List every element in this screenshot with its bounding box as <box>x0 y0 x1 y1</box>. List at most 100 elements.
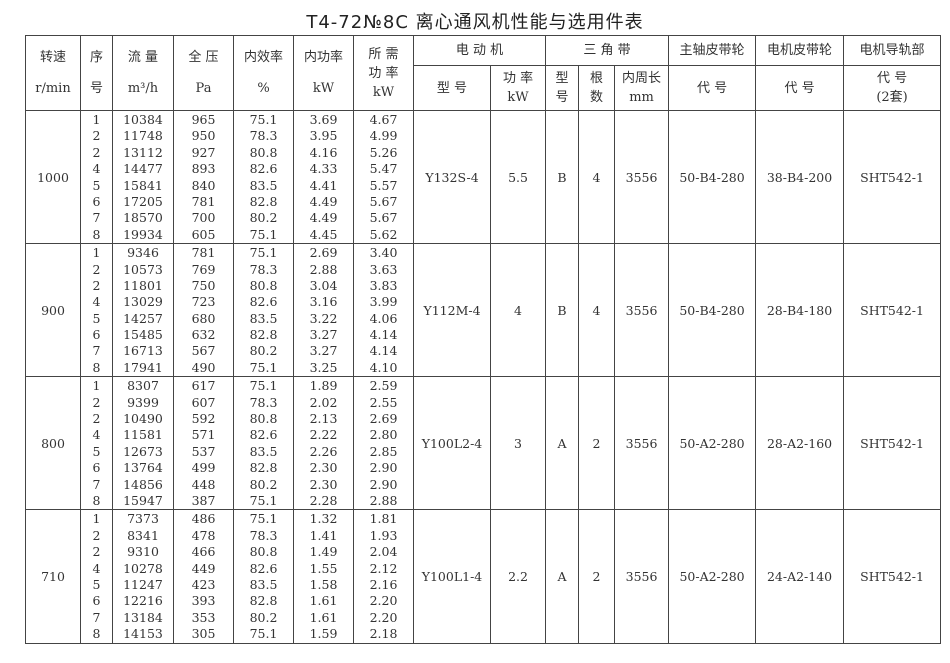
seq-value: 2 <box>92 394 101 410</box>
power-value: 4.41 <box>309 177 338 193</box>
motor-model-cell: Y100L2-4 <box>413 376 491 511</box>
pressure-value: 680 <box>191 310 216 326</box>
req-power-value: 2.59 <box>369 378 398 394</box>
power-value: 1.32 <box>309 511 338 527</box>
seq-value: 7 <box>92 609 101 625</box>
rail-cell: SHT542-1 <box>843 376 942 511</box>
seq-value: 8 <box>92 492 101 508</box>
req-power-value: 2.18 <box>369 626 398 642</box>
pressure-value: 769 <box>191 261 216 277</box>
power-value: 1.55 <box>309 560 338 576</box>
efficiency-value: 75.1 <box>249 226 278 242</box>
fan-performance-table: 转速 r/min 序号 流 量 m³/h 全 压 Pa 内效率% 内功率 kW 所 需功… <box>25 35 942 644</box>
rail-cell: SHT542-1 <box>843 109 942 245</box>
req-power-value: 3.63 <box>369 261 398 277</box>
seq-value: 5 <box>92 177 101 193</box>
power-value: 3.27 <box>309 327 338 343</box>
flow-value: 15947 <box>123 492 163 508</box>
speed-group-row: 710 1 2 2 4 5 6 7 8 7373 8341 9310 10278 11247 12216 13… <box>25 509 942 644</box>
header-belt-type: 型号 <box>545 65 580 111</box>
motor-pulley-cell: 38-B4-200 <box>755 109 845 245</box>
power-value: 4.49 <box>309 193 338 209</box>
seq-value: 7 <box>92 343 101 359</box>
power-value: 4.33 <box>309 161 338 177</box>
pressure-value: 305 <box>191 626 216 642</box>
pressure-value: 750 <box>191 277 216 293</box>
rail-cell: SHT542-1 <box>843 243 942 378</box>
seq-value: 1 <box>92 245 101 261</box>
efficiency-value: 80.8 <box>249 544 278 560</box>
pressure-cell: 486 478 466 449 423 393 353 305 <box>173 509 234 644</box>
efficiency-value: 80.2 <box>249 609 278 625</box>
req-power-value: 5.47 <box>369 161 398 177</box>
speed-cell: 710 <box>25 509 81 644</box>
power-cell: 1.32 1.41 1.49 1.55 1.58 1.61 1.61 1.59 <box>293 509 354 644</box>
efficiency-value: 83.5 <box>249 310 278 326</box>
power-value: 1.59 <box>309 626 338 642</box>
efficiency-value: 75.1 <box>249 245 278 261</box>
belt-count-cell: 4 <box>578 243 616 378</box>
flow-value: 17205 <box>123 193 163 209</box>
req-power-value: 5.57 <box>369 177 398 193</box>
efficiency-value: 83.5 <box>249 576 278 592</box>
pressure-cell: 781 769 750 723 680 632 567 490 <box>173 243 234 378</box>
flow-value: 19934 <box>123 226 163 242</box>
flow-value: 17941 <box>123 359 163 375</box>
power-value: 2.30 <box>309 460 338 476</box>
flow-value: 10573 <box>123 261 163 277</box>
pressure-value: 840 <box>191 177 216 193</box>
efficiency-value: 83.5 <box>249 177 278 193</box>
belt-count-cell: 2 <box>578 376 616 511</box>
flow-value: 9310 <box>127 544 159 560</box>
efficiency-value: 82.6 <box>249 560 278 576</box>
header-flow: 流 量 m³/h <box>112 35 174 111</box>
flow-value: 10278 <box>123 560 163 576</box>
req-power-value: 4.67 <box>369 112 398 127</box>
seq-value: 2 <box>92 144 101 160</box>
header-motor-pulley-code: 代 号 <box>755 65 845 111</box>
seq-value: 4 <box>92 560 101 576</box>
req-power-value: 4.14 <box>369 327 398 343</box>
flow-cell: 9346 10573 11801 13029 14257 15485 16713 17941 <box>112 243 174 378</box>
req-power-value: 4.10 <box>369 359 398 375</box>
flow-value: 7373 <box>127 511 159 527</box>
power-value: 2.69 <box>309 245 338 261</box>
req-power-value: 3.99 <box>369 294 398 310</box>
power-value: 3.16 <box>309 294 338 310</box>
power-value: 3.95 <box>309 128 338 144</box>
flow-value: 11748 <box>123 128 163 144</box>
pressure-cell: 617 607 592 571 537 499 448 387 <box>173 376 234 511</box>
flow-value: 14856 <box>123 476 163 492</box>
efficiency-value: 75.1 <box>249 378 278 394</box>
power-value: 1.61 <box>309 593 338 609</box>
power-cell: 2.69 2.88 3.04 3.16 3.22 3.27 3.27 3.25 <box>293 243 354 378</box>
pressure-value: 965 <box>191 112 216 127</box>
seq-value: 8 <box>92 226 101 242</box>
belt-len-cell: 3556 <box>614 243 670 378</box>
req-power-value: 2.12 <box>369 560 398 576</box>
flow-cell: 8307 9399 10490 11581 12673 13764 14856 15947 <box>112 376 174 511</box>
seq-value: 4 <box>92 161 101 177</box>
efficiency-value: 80.8 <box>249 411 278 427</box>
shaft-pulley-cell: 50-B4-280 <box>668 109 757 245</box>
speed-cell: 900 <box>25 243 81 378</box>
header-power: 内功率 kW <box>293 35 354 111</box>
pressure-value: 490 <box>191 359 216 375</box>
speed-group-row: 1000 1 2 2 4 5 6 7 8 10384 11748 13112 14477 15841 172… <box>25 109 942 245</box>
header-motor-model: 型 号 <box>413 65 491 111</box>
pressure-value: 605 <box>191 226 216 242</box>
pressure-value: 393 <box>191 593 216 609</box>
motor-power-cell: 2.2 <box>489 509 547 644</box>
seq-value: 7 <box>92 210 101 226</box>
pressure-value: 449 <box>191 560 216 576</box>
power-value: 3.25 <box>309 359 338 375</box>
req-power-value: 2.90 <box>369 476 398 492</box>
efficiency-value: 82.8 <box>249 460 278 476</box>
req-power-value: 3.40 <box>369 245 398 261</box>
motor-pulley-cell: 28-B4-180 <box>755 243 845 378</box>
power-value: 1.58 <box>309 576 338 592</box>
efficiency-value: 78.3 <box>249 394 278 410</box>
belt-count-cell: 4 <box>578 109 616 245</box>
flow-value: 9346 <box>127 245 159 261</box>
efficiency-value: 82.6 <box>249 161 278 177</box>
